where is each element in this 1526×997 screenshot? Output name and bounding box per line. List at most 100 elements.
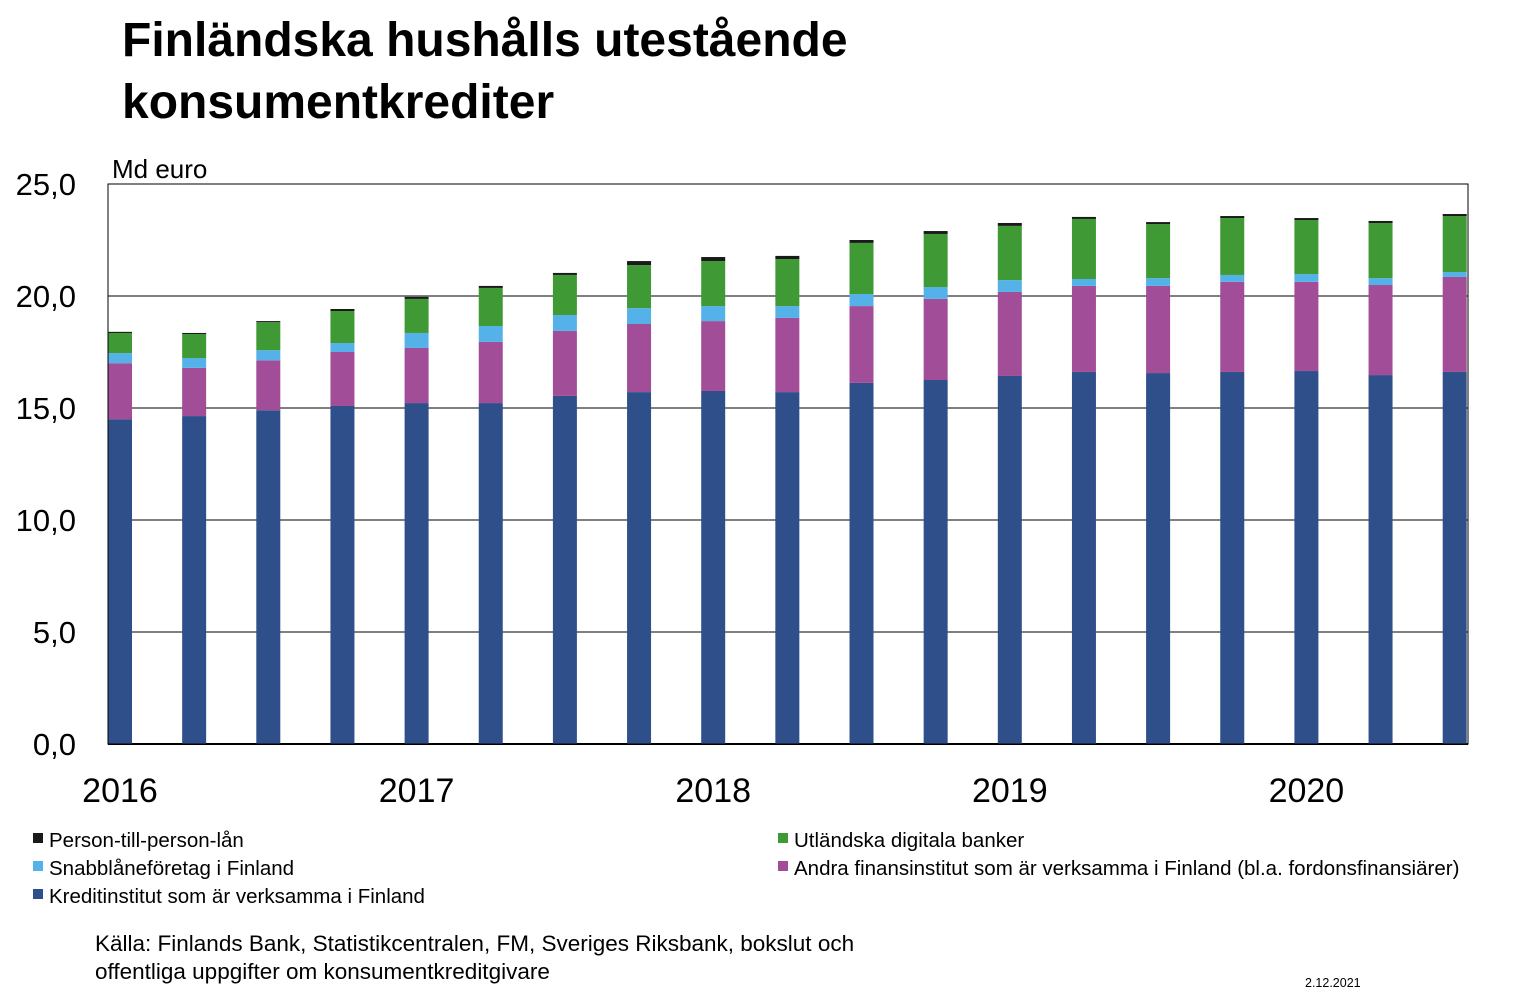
bar-segment-s0-2 [256, 410, 281, 744]
bar-segment-s0-6 [552, 395, 577, 744]
bar-segment-s3-15 [1220, 218, 1245, 275]
bar-segment-s2-7 [627, 308, 652, 324]
bar-segment-s0-14 [1146, 373, 1171, 744]
bar-segment-s3-12 [997, 225, 1022, 281]
bar-segment-s4-9 [775, 255, 800, 260]
bar-segment-s0-9 [775, 392, 800, 744]
bar-segment-s0-18 [1442, 371, 1467, 744]
legend-swatch [778, 861, 788, 871]
bar-segment-s1-1 [182, 367, 207, 417]
bar-segment-s4-2 [256, 321, 281, 323]
bar-segment-s2-1 [182, 358, 207, 368]
bar-segment-s3-2 [256, 322, 281, 351]
date-label: 2.12.2021 [1305, 976, 1361, 990]
bar-segment-s0-10 [849, 382, 874, 744]
bar-segment-s4-14 [1146, 222, 1171, 225]
y-axis: 0,0 5,0 10,0 15,0 20,0 25,0 [16, 167, 76, 762]
bar-segment-s4-15 [1220, 216, 1245, 219]
bar-segment-s1-16 [1294, 281, 1319, 372]
bar-segment-s1-6 [552, 330, 577, 396]
legend-swatch [778, 833, 788, 843]
x-tick-label: 2017 [379, 772, 455, 810]
bar-segment-s2-3 [330, 343, 355, 352]
legend-swatch [33, 861, 43, 871]
bar-segment-s4-16 [1294, 218, 1319, 221]
bar-segment-s1-9 [775, 317, 800, 393]
bars [108, 214, 1467, 744]
bar-segment-s2-15 [1220, 274, 1245, 282]
bar-segment-s0-3 [330, 405, 355, 744]
bar-segment-s4-1 [182, 332, 207, 335]
bar-segment-s4-8 [701, 257, 726, 262]
bar-segment-s3-8 [701, 261, 726, 307]
bar-segment-s4-10 [849, 240, 874, 243]
bar-segment-s2-9 [775, 306, 800, 318]
bar-segment-s2-12 [997, 280, 1022, 292]
bar-segment-s0-11 [923, 380, 948, 744]
y-tick-label: 10,0 [16, 503, 76, 538]
chart-title-line-2: konsumentkrediter [122, 76, 554, 129]
bar-segment-s2-14 [1146, 278, 1171, 286]
bar-segment-s3-0 [108, 332, 132, 354]
bar-segment-s0-13 [1071, 371, 1096, 744]
legend-label: Utländska digitala banker [794, 829, 1024, 852]
bar-segment-s2-6 [552, 315, 577, 331]
bar-segment-s3-18 [1442, 216, 1467, 273]
bar-segment-s0-15 [1220, 371, 1245, 744]
bar-segment-s3-3 [330, 311, 355, 344]
y-axis-unit-label: Md euro [112, 154, 207, 184]
bar-segment-s4-13 [1071, 216, 1096, 219]
bar-segment-s3-5 [478, 287, 503, 327]
x-tick-label: 2018 [675, 772, 751, 810]
bar-segment-s1-11 [923, 298, 948, 380]
bar-segment-s0-17 [1368, 375, 1393, 744]
bar-segment-s1-7 [627, 324, 652, 393]
y-tick-label: 0,0 [33, 727, 76, 762]
bar-segment-s3-14 [1146, 224, 1171, 279]
y-tick-label: 15,0 [16, 391, 76, 426]
bar-segment-s4-12 [997, 222, 1022, 226]
bar-segment-s3-11 [923, 233, 948, 288]
bar-segment-s0-16 [1294, 371, 1319, 744]
bar-segment-s1-18 [1442, 276, 1467, 372]
bar-segment-s1-14 [1146, 285, 1171, 374]
y-tick-label: 25,0 [16, 167, 76, 202]
bar-segment-s0-4 [404, 403, 429, 744]
bar-segment-s0-12 [997, 375, 1022, 744]
bar-segment-s3-17 [1368, 222, 1393, 279]
chart-title-line-1: Finländska hushålls utestående [122, 14, 848, 67]
bar-segment-s1-15 [1220, 281, 1245, 372]
x-tick-label: 2016 [82, 772, 158, 810]
source-line-2: offentliga uppgifter om konsumentkreditg… [95, 959, 550, 984]
bar-segment-s3-1 [182, 334, 207, 359]
legend-swatch [33, 833, 43, 843]
bar-segment-s4-6 [552, 272, 577, 275]
x-axis: 2016 2017 2018 2019 2020 [82, 772, 1344, 810]
bar-segment-s0-7 [627, 392, 652, 744]
bar-segment-s3-6 [552, 274, 577, 316]
bar-segment-s3-9 [775, 259, 800, 307]
bar-segment-s1-2 [256, 360, 281, 411]
bar-segment-s1-13 [1071, 285, 1096, 372]
bar-segment-s4-0 [108, 331, 132, 333]
bar-segment-s3-7 [627, 265, 652, 309]
bar-segment-s1-4 [404, 347, 429, 404]
bar-segment-s1-0 [108, 363, 132, 420]
bar-segment-s4-17 [1368, 220, 1393, 223]
bar-segment-s0-0 [108, 419, 132, 744]
bar-segment-s2-0 [108, 353, 132, 364]
source-line-1: Källa: Finlands Bank, Statistikcentralen… [95, 931, 854, 956]
bar-segment-s3-13 [1071, 218, 1096, 279]
bar-segment-s2-16 [1294, 274, 1319, 282]
x-tick-label: 2020 [1269, 772, 1345, 810]
bar-segment-s1-17 [1368, 285, 1393, 376]
bar-segment-s2-2 [256, 350, 281, 361]
legend-label: Snabblåneföretag i Finland [49, 857, 294, 880]
bar-segment-s2-4 [404, 332, 429, 348]
plot-frame [107, 183, 1469, 745]
bar-segment-s1-12 [997, 291, 1022, 376]
bar-segment-s1-10 [849, 306, 874, 383]
bar-segment-s2-18 [1442, 272, 1467, 277]
legend: Person-till-person-lån Utländska digitala… [33, 829, 1459, 908]
